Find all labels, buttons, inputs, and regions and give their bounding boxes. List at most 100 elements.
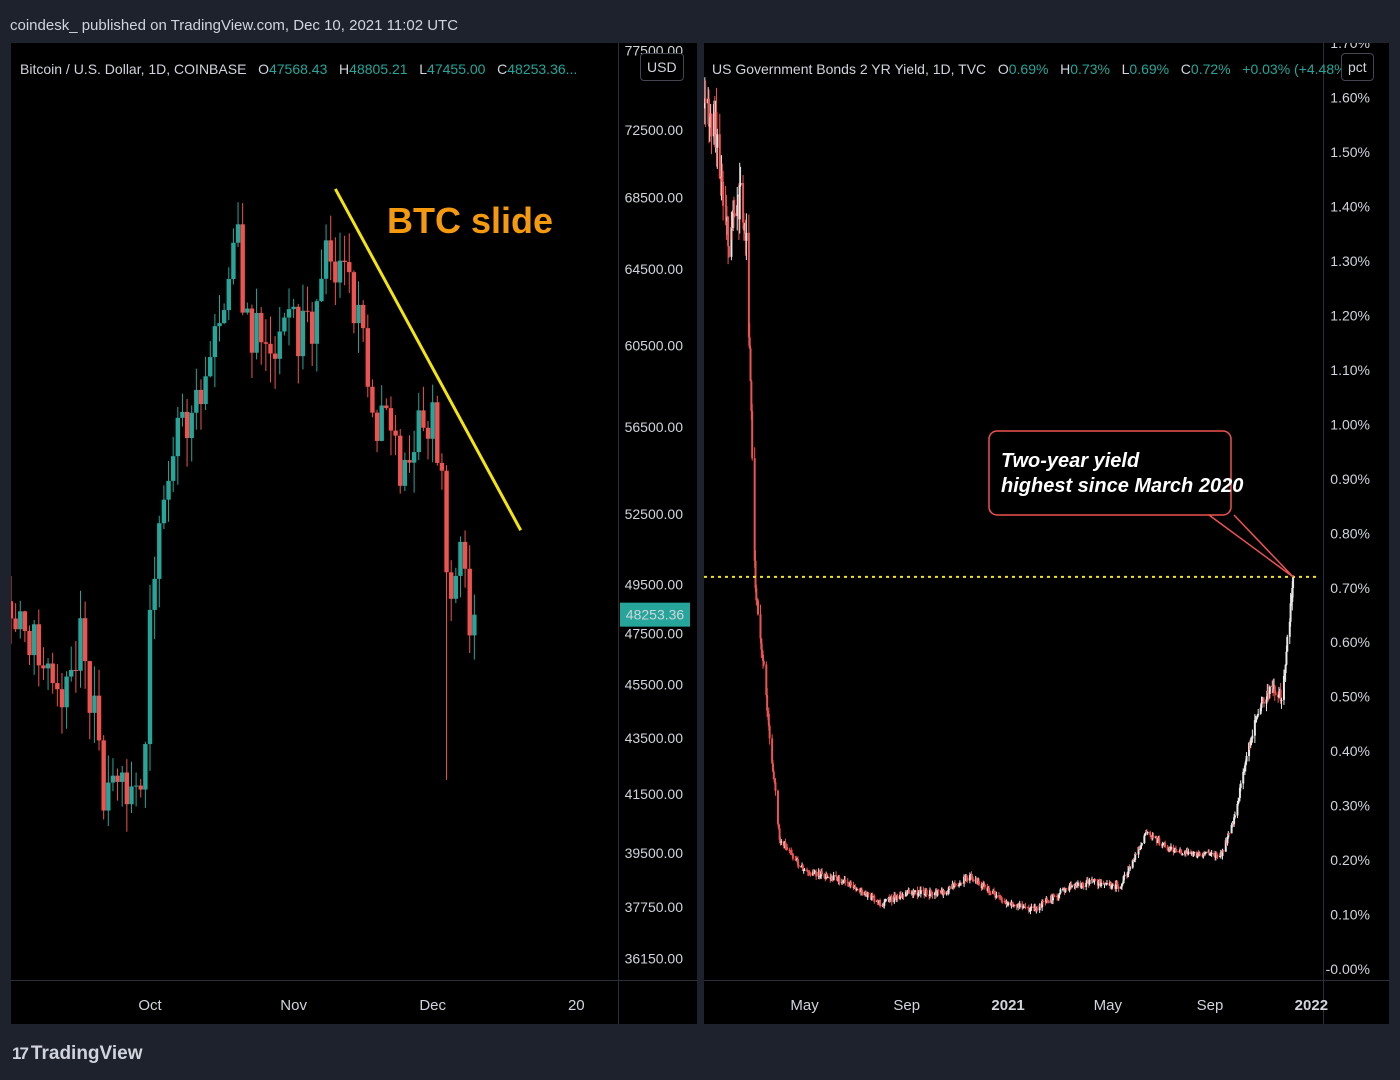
- yield-candle: [975, 879, 978, 882]
- btc-legend-open: 47568.43: [268, 61, 328, 77]
- yield-candle: [888, 898, 891, 900]
- yield-candle: [1091, 879, 1094, 882]
- yield-chart-pane[interactable]: 1.70% 1.60% 1.50% 1.40% 1.30% 1.20% 1.10% 1.00%…: [704, 43, 1389, 1024]
- yield-candle: [1179, 849, 1182, 854]
- yield-candle: [964, 877, 967, 881]
- yield-candle: [1277, 694, 1280, 697]
- tradingview-logo[interactable]: 17 TradingView: [12, 1043, 143, 1065]
- yield-candle: [943, 890, 946, 895]
- yield-candle: [1284, 664, 1287, 673]
- yield-candle: [1292, 576, 1295, 588]
- yield-candle: [1059, 889, 1062, 894]
- btc-chart-canvas[interactable]: 77500.0072500.0068500.0064500.0060500.00…: [11, 43, 697, 1024]
- btc-y-tick: 49500.00: [625, 576, 684, 592]
- btc-candle: [379, 405, 384, 441]
- btc-y-tick: 45500.00: [625, 677, 684, 693]
- yield-candle: [1290, 601, 1293, 604]
- yield-candle: [771, 763, 774, 772]
- yield-candle: [727, 216, 730, 247]
- yield-candle: [1116, 884, 1119, 887]
- btc-candle: [286, 309, 292, 318]
- yield-candle: [1283, 672, 1286, 676]
- yield-candle: [1028, 910, 1031, 912]
- btc-candle: [18, 611, 23, 630]
- yield-candle: [1289, 603, 1292, 622]
- footer: 17 TradingView: [0, 1025, 1400, 1080]
- yield-candle: [1044, 901, 1047, 903]
- yield-candle: [931, 894, 934, 896]
- btc-x-tick: Nov: [280, 997, 307, 1014]
- yield-candle: [1256, 715, 1259, 718]
- yield-candle: [1022, 907, 1025, 909]
- yield-candle: [1230, 825, 1233, 834]
- btc-candle: [314, 301, 320, 344]
- yield-candle: [757, 600, 760, 615]
- btc-candle: [337, 260, 343, 283]
- yield-candle: [983, 884, 986, 888]
- yield-y-tick: 0.20%: [1330, 852, 1370, 868]
- yield-candle: [1071, 885, 1074, 887]
- btc-candle: [421, 410, 426, 428]
- yield-legend-change: +0.03% (+4.48%): [1242, 61, 1352, 77]
- btc-legend-low-key: L: [419, 61, 428, 77]
- yield-candle: [855, 889, 858, 891]
- yield-candle: [722, 181, 725, 206]
- yield-candle: [751, 411, 754, 459]
- btc-y-tick: 37750.00: [625, 899, 684, 915]
- yield-candle: [1094, 879, 1097, 881]
- btc-candle: [370, 386, 375, 413]
- yield-candle: [850, 882, 853, 886]
- yield-candle: [1001, 900, 1004, 902]
- yield-candle: [867, 892, 870, 895]
- btc-candle: [73, 669, 79, 671]
- yield-chart-canvas[interactable]: 1.70% 1.60% 1.50% 1.40% 1.30% 1.20% 1.10% 1.00%…: [704, 43, 1389, 1024]
- yield-candle: [1221, 850, 1224, 857]
- yield-y-tick: -0.00%: [1326, 961, 1370, 977]
- yield-candle: [1068, 886, 1071, 891]
- btc-candle: [263, 342, 269, 344]
- yield-candle: [785, 846, 788, 848]
- yield-candle: [838, 877, 841, 884]
- yield-candle: [1222, 850, 1225, 852]
- btc-candle: [36, 624, 42, 666]
- yield-candle: [937, 889, 940, 891]
- btc-chart-pane[interactable]: 77500.00 72500.00 68500.00 64500.00 60500.00…: [11, 43, 697, 1024]
- btc-candle: [101, 740, 106, 811]
- btc-candle: [319, 278, 324, 302]
- yield-candle: [755, 588, 758, 601]
- yield-candle: [750, 381, 753, 412]
- yield-y-tick: 0.10%: [1330, 907, 1370, 923]
- btc-candle: [115, 775, 120, 782]
- yield-candle: [784, 842, 787, 847]
- yield-candle: [801, 865, 804, 871]
- yield-candle: [1012, 903, 1015, 905]
- yield-candle: [780, 841, 783, 843]
- yield-candle: [1226, 837, 1229, 844]
- yield-candle: [1174, 848, 1177, 851]
- yield-candle: [815, 871, 818, 877]
- yield-candle: [744, 224, 747, 241]
- btc-candle: [231, 242, 236, 280]
- yield-candle: [753, 458, 756, 561]
- yield-candle: [893, 895, 896, 903]
- usd-unit-button[interactable]: USD: [640, 53, 684, 81]
- yield-candle: [825, 873, 828, 878]
- yield-candle: [999, 897, 1002, 899]
- btc-y-tick: 39500.00: [625, 845, 684, 861]
- pct-unit-button[interactable]: pct: [1341, 53, 1374, 81]
- yield-candle: [917, 893, 920, 896]
- yield-candle: [1180, 853, 1183, 855]
- btc-candle: [170, 456, 176, 481]
- yield-candle: [1100, 882, 1103, 887]
- yield-candle: [1202, 852, 1205, 857]
- yield-candle: [733, 213, 736, 217]
- yield-candle: [883, 901, 886, 906]
- btc-x-tick: Dec: [419, 997, 446, 1014]
- yield-candle: [1245, 756, 1248, 762]
- yield-y-tick: 0.60%: [1330, 634, 1370, 650]
- yield-candle: [1210, 852, 1213, 854]
- tradingview-logo-text: TradingView: [30, 1043, 143, 1064]
- yield-candle: [1146, 832, 1149, 834]
- yield-candle: [1047, 901, 1050, 903]
- yield-candle: [866, 892, 869, 897]
